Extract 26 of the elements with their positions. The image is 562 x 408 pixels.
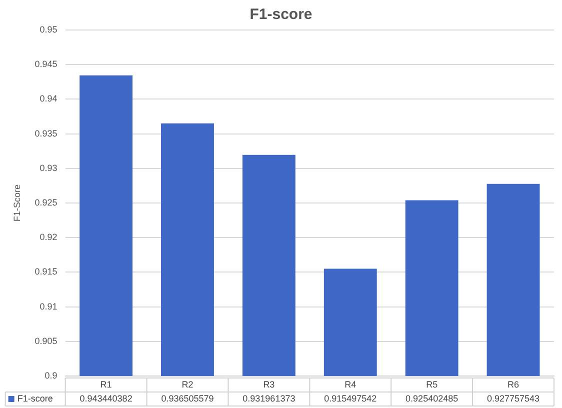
x-tick-label: R5 <box>426 379 438 390</box>
y-tick-label: 0.915 <box>34 266 58 277</box>
y-tick-label: 0.91 <box>40 301 58 312</box>
y-tick-label: 0.92 <box>40 232 58 242</box>
y-tick-label: 0.935 <box>34 128 58 138</box>
y-tick-label: 0.94 <box>40 94 58 104</box>
x-tick-label: R3 <box>263 379 275 390</box>
y-tick-label: 0.93 <box>40 162 58 173</box>
data-label: 0.943440382 <box>80 393 132 404</box>
y-tick-label: 0.925 <box>34 197 58 208</box>
y-tick-label: 0.945 <box>34 59 58 70</box>
data-label: 0.927757543 <box>486 393 540 404</box>
y-axis-title: F1-Score <box>12 184 22 222</box>
chart-title: F1-score <box>250 6 312 24</box>
x-tick-label: R2 <box>182 379 194 390</box>
x-tick-label: R6 <box>508 379 520 390</box>
y-tick-label: 0.9 <box>44 370 58 380</box>
x-tick-label: R1 <box>100 379 112 390</box>
data-label: 0.936505579 <box>161 393 214 404</box>
data-label: 0.931961373 <box>242 393 296 404</box>
y-tick-label: 0.95 <box>40 24 58 34</box>
data-label: 0.915497542 <box>324 393 377 404</box>
data-label: 0.925402485 <box>406 393 458 404</box>
legend-label: F1-score <box>17 393 53 404</box>
y-tick-label: 0.905 <box>34 336 58 346</box>
x-tick-label: R4 <box>344 379 356 390</box>
